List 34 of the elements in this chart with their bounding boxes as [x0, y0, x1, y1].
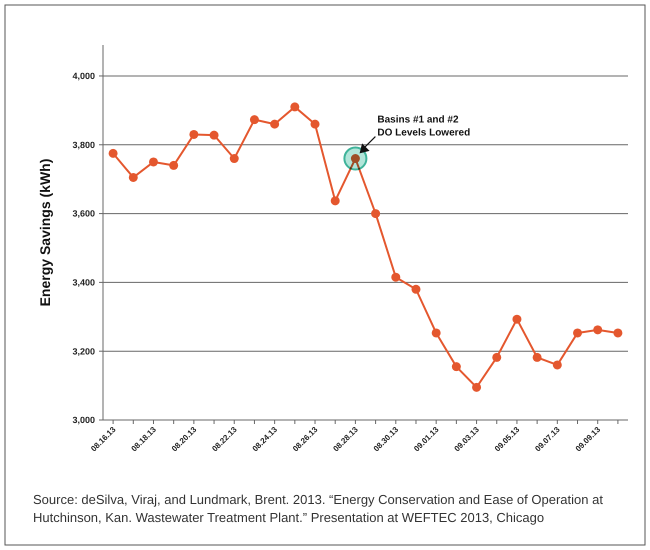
point: [330, 196, 340, 206]
point: [210, 130, 219, 140]
point: [310, 120, 320, 129]
point: [432, 328, 441, 338]
y-tick-label: 3,400: [72, 278, 95, 288]
point: [250, 115, 259, 124]
point: [108, 148, 118, 158]
point: [148, 157, 158, 166]
y-tick-label: 3,000: [72, 415, 95, 426]
annotation: Basins #1 and #2 DO Levels Lowered: [377, 114, 470, 139]
point: [290, 102, 300, 112]
point: [613, 328, 622, 338]
point: [532, 352, 542, 362]
y-tick-label: 4,000: [72, 71, 95, 82]
point: [128, 172, 138, 182]
point: [573, 328, 582, 338]
point: [270, 120, 280, 129]
point: [391, 272, 400, 282]
point: [452, 362, 461, 372]
y-tick-label: 3,600: [72, 208, 95, 219]
y-tick-label: 3,800: [72, 140, 95, 150]
y-tick-label: 3,200: [72, 346, 95, 356]
point: [189, 130, 198, 139]
point: [169, 160, 178, 170]
point: [593, 325, 602, 334]
y-axis-title: Energy Savings (kWh): [37, 158, 53, 306]
source-note: Source: deSilva, Viraj, and Lundmark, Brent. 2013. “Energy Conservation and Ease of Operation at Hutchinson, Kan. Wastewater Treatment Plant.” Presentation at WEFTEC 2013, Chicago: [33, 492, 604, 525]
point: [492, 352, 502, 362]
point: [512, 314, 522, 324]
point: [411, 284, 420, 294]
point: [230, 154, 239, 164]
point: [472, 382, 482, 392]
point: [552, 360, 562, 370]
point: [371, 209, 380, 218]
